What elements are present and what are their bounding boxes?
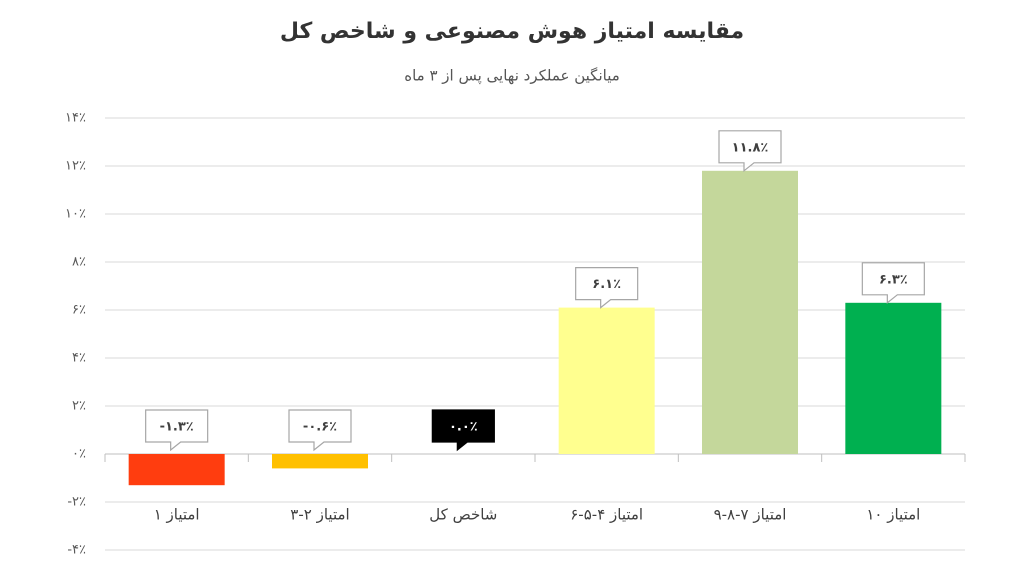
x-tick-label: امتیاز ۲-۳ bbox=[290, 506, 349, 524]
x-tick-label: امتیاز ۴-۵-۶ bbox=[570, 506, 643, 524]
y-tick-label: -۲٪ bbox=[67, 495, 86, 510]
value-label: -۰.۶٪ bbox=[288, 409, 352, 452]
chart-subtitle: میانگین عملکرد نهایی پس از ۳ ماه bbox=[404, 67, 620, 86]
y-tick-label: ۱۲٪ bbox=[65, 159, 86, 174]
value-label-text: ۶.۳٪ bbox=[879, 272, 908, 287]
y-tick-label: -۴٪ bbox=[67, 543, 86, 558]
value-label: ۱۱.۸٪ bbox=[718, 130, 782, 173]
value-label-text: ۱۱.۸٪ bbox=[732, 140, 769, 155]
value-label: ۶.۱٪ bbox=[575, 267, 639, 309]
y-tick-label: ۰٪ bbox=[72, 447, 86, 462]
x-tick-label: امتیاز ۱۰ bbox=[866, 506, 920, 524]
bar bbox=[558, 307, 655, 454]
x-tick-label: شاخص کل bbox=[429, 506, 497, 524]
value-label-text: -۱.۳٪ bbox=[160, 420, 194, 435]
value-label-box bbox=[861, 262, 925, 305]
x-tick-label: امتیاز ۱ bbox=[154, 506, 200, 524]
y-tick-label: ۸٪ bbox=[72, 255, 86, 270]
y-tick-label: ۲٪ bbox=[72, 399, 86, 414]
y-tick-label: ۴٪ bbox=[72, 351, 86, 366]
value-label-box bbox=[145, 409, 209, 452]
value-label: ۶.۳٪ bbox=[861, 262, 925, 305]
y-tick-label: ۶٪ bbox=[72, 303, 86, 318]
value-label-text: ۶.۱٪ bbox=[592, 277, 621, 292]
value-label-box bbox=[288, 409, 352, 452]
bar bbox=[702, 170, 798, 455]
bar bbox=[272, 454, 368, 469]
value-label-text: ۰.۰٪ bbox=[449, 420, 478, 435]
x-tick-label: امتیاز ۷-۸-۹ bbox=[714, 506, 787, 524]
y-tick-label: ۱۰٪ bbox=[65, 207, 86, 222]
value-label-text: -۰.۶٪ bbox=[303, 420, 337, 435]
value-label-box bbox=[575, 267, 639, 309]
chart-title: مقایسه امتیاز هوش مصنوعی و شاخص کل bbox=[280, 19, 744, 44]
bar bbox=[128, 454, 225, 486]
value-label-box bbox=[718, 130, 782, 173]
value-label: -۱.۳٪ bbox=[145, 409, 209, 452]
value-label: ۰.۰٪ bbox=[431, 409, 495, 452]
value-label-box bbox=[431, 409, 495, 452]
y-tick-label: ۱۴٪ bbox=[65, 111, 86, 126]
bar bbox=[845, 302, 942, 454]
